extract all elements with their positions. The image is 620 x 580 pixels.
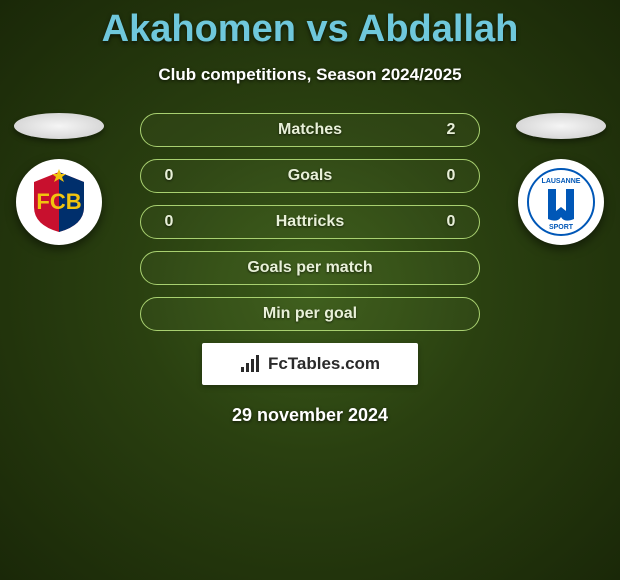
page-title: Akahomen vs Abdallah bbox=[0, 0, 620, 51]
stat-right-value: 0 bbox=[441, 213, 461, 231]
stat-row-min-per-goal: Min per goal bbox=[140, 297, 480, 331]
svg-text:SPORT: SPORT bbox=[549, 224, 574, 231]
stat-row-matches: Matches 2 bbox=[140, 113, 480, 147]
watermark-text: FcTables.com bbox=[268, 354, 380, 374]
chart-icon bbox=[240, 355, 262, 373]
club-badge-right: LAUSANNE SPORT bbox=[518, 159, 604, 245]
stat-row-goals: 0 Goals 0 bbox=[140, 159, 480, 193]
stat-left-value: 0 bbox=[159, 213, 179, 231]
player-left: FCB bbox=[14, 113, 104, 245]
svg-text:LAUSANNE: LAUSANNE bbox=[542, 178, 581, 185]
player-left-photo-placeholder bbox=[14, 113, 104, 139]
stat-label: Goals per match bbox=[179, 259, 441, 277]
lausanne-badge-icon: LAUSANNE SPORT bbox=[526, 167, 596, 237]
stat-label: Hattricks bbox=[179, 213, 441, 231]
comparison-panel: FCB LAUSANNE SPORT Matches 2 0 Goals 0 bbox=[0, 113, 620, 426]
subtitle: Club competitions, Season 2024/2025 bbox=[0, 65, 620, 85]
stat-label: Matches bbox=[179, 121, 441, 139]
stats-list: Matches 2 0 Goals 0 0 Hattricks 0 Goals … bbox=[140, 113, 480, 331]
player-right-photo-placeholder bbox=[516, 113, 606, 139]
stat-left-value: 0 bbox=[159, 167, 179, 185]
stat-row-goals-per-match: Goals per match bbox=[140, 251, 480, 285]
stat-right-value: 2 bbox=[441, 121, 461, 139]
stat-row-hattricks: 0 Hattricks 0 bbox=[140, 205, 480, 239]
stat-right-value: 0 bbox=[441, 167, 461, 185]
stat-label: Min per goal bbox=[179, 305, 441, 323]
player-right: LAUSANNE SPORT bbox=[516, 113, 606, 245]
date: 29 november 2024 bbox=[0, 405, 620, 426]
svg-text:FCB: FCB bbox=[36, 189, 81, 214]
club-badge-left: FCB bbox=[16, 159, 102, 245]
watermark: FcTables.com bbox=[202, 343, 418, 385]
basel-badge-icon: FCB bbox=[24, 167, 94, 237]
stat-label: Goals bbox=[179, 167, 441, 185]
